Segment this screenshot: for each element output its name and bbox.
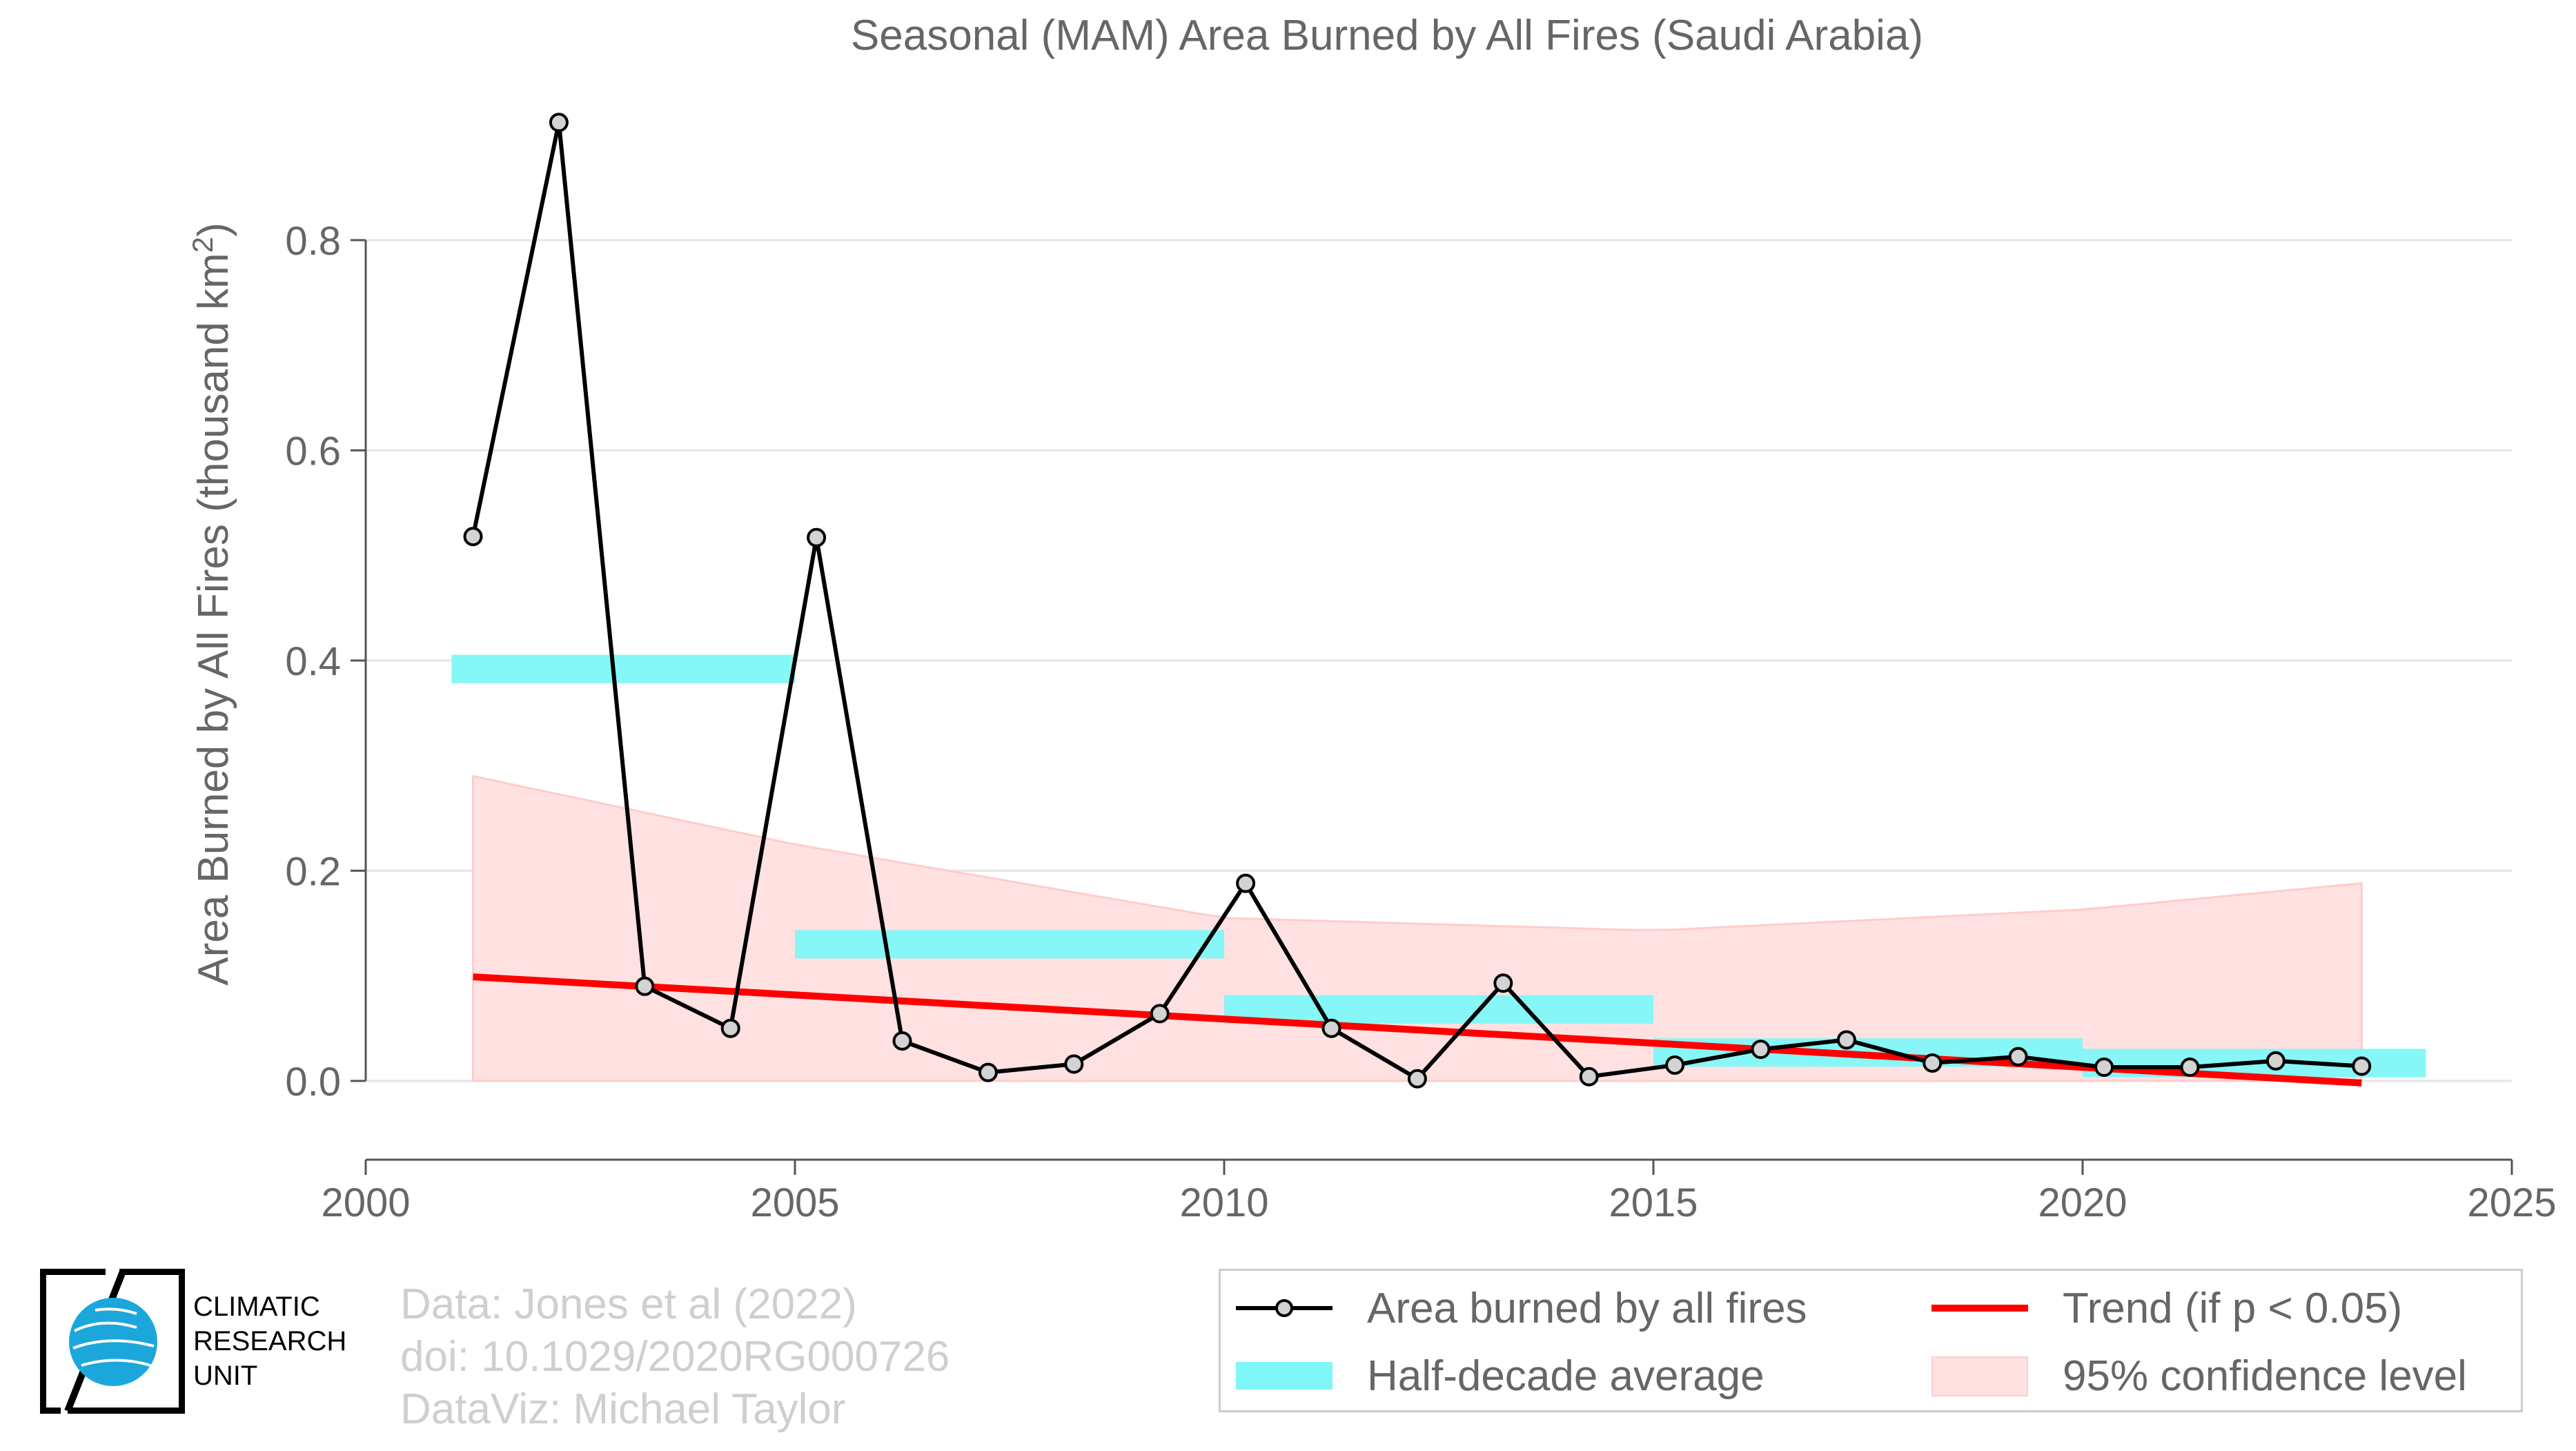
data-point [1836,1030,1856,1050]
chart-title: Seasonal (MAM) Area Burned by All Fires … [851,12,1923,59]
legend-cyan-bar-icon [1236,1355,1333,1396]
data-point [2352,1056,2372,1076]
data-point [1579,1067,1599,1087]
trend-layer [473,973,2362,1087]
credit-data-source: Data: Jones et al (2022) [400,1280,857,1328]
data-point [2180,1058,2200,1078]
half-decade-bar [451,654,795,683]
legend-pink-band-icon [1931,1355,2028,1396]
data-point [807,527,827,547]
data-point [463,527,483,547]
data-point [1923,1053,1943,1073]
logo-text-line1: CLIMATIC [193,1292,320,1322]
logo-text-line2: RESEARCH [193,1326,347,1356]
logo-text-line3: UNIT [193,1361,258,1391]
logo-text: CLIMATIC RESEARCH UNIT [193,1289,346,1393]
half-decade-bar [1224,995,1653,1024]
y-axis-label-main: Area Burned by All Fires (thousand km [190,253,237,985]
x-tick-label: 2025 [2467,1180,2556,1225]
credit-doi: doi: 10.1029/2020RG000726 [400,1333,950,1381]
legend-item-trend: Trend (if p < 0.05) [1931,1275,2402,1341]
legend-label-confidence: 95% confidence level [2063,1352,2467,1400]
data-point [635,976,655,996]
y-axis-label-superscript: 2 [186,237,219,253]
credit-dataviz: DataViz: Michael Taylor [400,1385,846,1433]
legend-label-series: Area burned by all fires [1367,1284,1807,1332]
data-point [2265,1051,2285,1071]
data-point [1665,1055,1685,1075]
y-tick-label: 0.8 [285,219,341,264]
data-point [1321,1018,1341,1038]
legend: Area burned by all fires Half-decade ave… [1219,1269,2523,1412]
legend-item-series: Area burned by all fires [1236,1275,1807,1341]
legend-line-marker-icon [1236,1299,1333,1317]
half-decade-bar [795,930,1224,959]
y-tick-label: 0.0 [285,1060,341,1104]
data-point [549,113,569,133]
series-line-layer [463,113,2372,1089]
y-tick-label: 0.2 [285,849,341,894]
cru-logo [40,1269,185,1414]
x-tick-label: 2000 [321,1180,410,1225]
data-point [2008,1046,2028,1067]
data-point [2094,1058,2114,1078]
data-point [892,1031,912,1051]
data-point [1064,1054,1084,1074]
confidence-band-layer [472,775,2363,1082]
axes: 0.0 0.2 0.4 0.6 0.8 2000 2005 2010 2015 2020 2025 [285,219,2556,1225]
y-axis-label-end: ) [190,222,237,237]
data-point [978,1062,998,1082]
y-tick-label: 0.4 [285,639,341,684]
legend-label-trend: Trend (if p < 0.05) [2063,1284,2403,1332]
x-tick-label: 2015 [1609,1180,1698,1225]
x-tick-label: 2010 [1179,1180,1268,1225]
data-point [1150,1004,1170,1024]
data-point [1407,1069,1427,1089]
data-point [720,1018,740,1038]
confidence-band [472,775,2363,1082]
x-tick-label: 2020 [2038,1180,2127,1225]
legend-red-line-icon [1931,1305,2028,1312]
legend-label-half-decade: Half-decade average [1367,1352,1764,1400]
y-tick-label: 0.6 [285,429,341,474]
legend-item-confidence: 95% confidence level [1931,1343,2467,1409]
data-point [1493,973,1513,993]
trend-line [473,973,2362,1087]
data-point [1236,873,1256,893]
y-axis-label: Area Burned by All Fires (thousand km2) [186,222,237,985]
x-tick-label: 2005 [750,1180,839,1225]
data-point [1751,1040,1771,1060]
legend-item-half-decade: Half-decade average [1236,1343,1764,1409]
